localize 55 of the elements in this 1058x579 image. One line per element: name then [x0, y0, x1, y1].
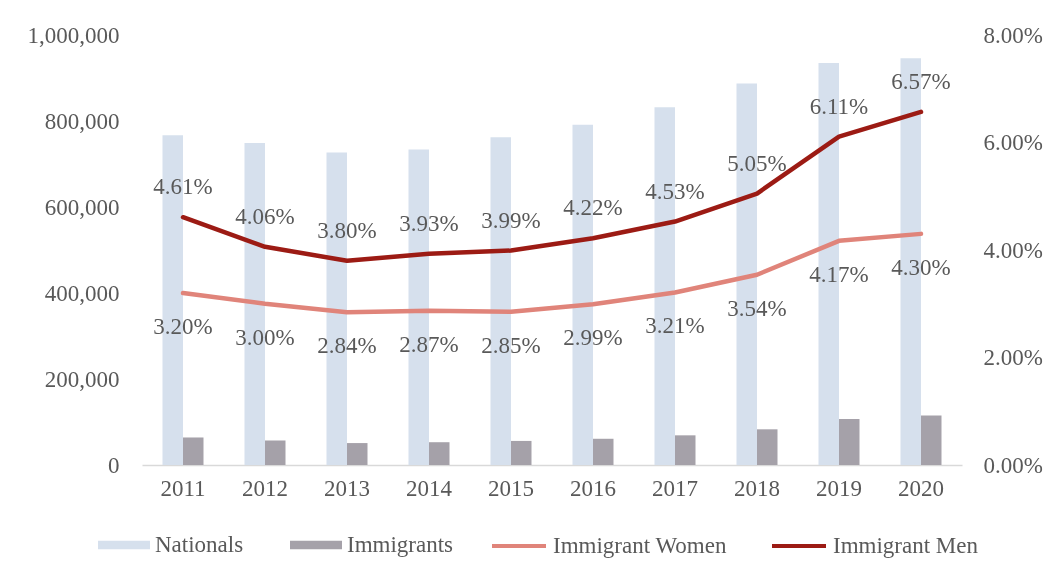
bar — [757, 429, 778, 465]
data-label: 3.93% — [399, 210, 459, 236]
data-label: 4.61% — [153, 174, 213, 200]
data-label: 3.80% — [317, 217, 377, 243]
x-tick-label: 2017 — [652, 475, 698, 501]
y2-tick-label: 8.00% — [983, 22, 1043, 48]
data-label: 2.87% — [399, 331, 459, 357]
legend-label: Immigrants — [347, 532, 454, 557]
x-tick-label: 2014 — [406, 475, 453, 501]
data-label: 2.99% — [563, 325, 623, 351]
y-tick-label: 0 — [108, 452, 120, 478]
y-tick-label: 800,000 — [44, 108, 120, 134]
x-tick-label: 2018 — [734, 475, 780, 501]
bar — [429, 442, 450, 465]
y2-tick-label: 0.00% — [983, 452, 1043, 478]
legend-label: Nationals — [155, 532, 244, 557]
data-label: 6.57% — [891, 68, 951, 94]
y2-tick-label: 6.00% — [983, 130, 1043, 155]
legend-label: Immigrant Men — [833, 533, 979, 558]
data-label: 3.99% — [481, 207, 541, 233]
y-tick-label: 200,000 — [44, 366, 120, 392]
bar — [921, 415, 942, 465]
legend-label: Immigrant Women — [553, 533, 727, 558]
x-tick-label: 2011 — [160, 475, 206, 501]
y2-tick-label: 4.00% — [983, 237, 1043, 263]
data-label: 2.85% — [481, 332, 541, 358]
x-tick-label: 2016 — [570, 475, 616, 501]
x-tick-label: 2015 — [488, 475, 534, 501]
data-label: 4.06% — [235, 203, 295, 229]
bar — [347, 443, 368, 465]
y2-tick-label: 2.00% — [983, 345, 1043, 370]
x-tick-label: 2019 — [816, 475, 862, 501]
data-label: 3.54% — [727, 295, 787, 321]
bar — [839, 418, 860, 465]
bar — [675, 435, 696, 465]
data-label: 4.22% — [563, 195, 623, 221]
data-label: 3.20% — [153, 314, 213, 339]
bar — [511, 440, 532, 465]
data-label: 3.21% — [645, 313, 705, 339]
data-label: 5.05% — [727, 150, 787, 176]
bar — [183, 437, 204, 465]
data-label: 3.00% — [235, 324, 295, 350]
x-tick-label: 2020 — [898, 475, 944, 501]
y-tick-label: 1,000,000 — [27, 22, 120, 48]
bar — [593, 438, 614, 465]
y-tick-label: 400,000 — [44, 280, 120, 306]
x-tick-label: 2012 — [242, 475, 288, 501]
bar — [265, 440, 286, 465]
data-label: 4.53% — [645, 178, 705, 204]
data-label: 4.30% — [891, 254, 951, 280]
data-label: 4.17% — [809, 261, 869, 287]
x-tick-label: 2013 — [324, 475, 370, 501]
data-label: 6.11% — [809, 93, 869, 119]
y-tick-label: 600,000 — [44, 194, 120, 220]
data-label: 2.84% — [317, 333, 377, 359]
